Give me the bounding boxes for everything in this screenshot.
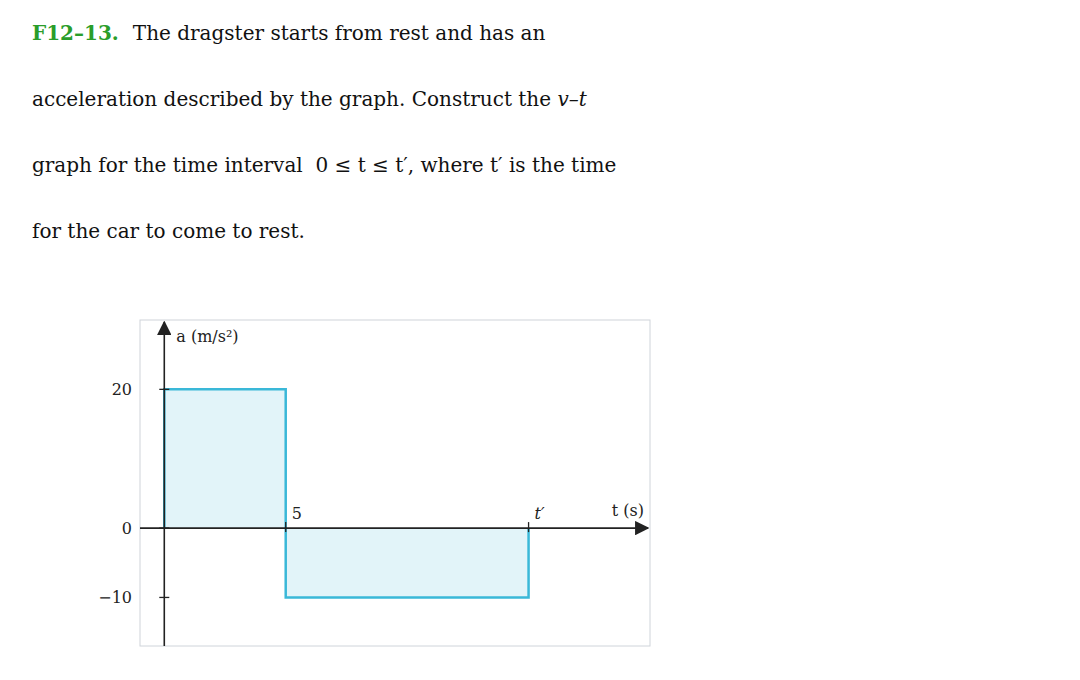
problem-text: v–t [557,87,587,111]
problem-text-line: for the car to come to rest. [32,219,305,243]
problem-text: for the car to come to rest. [32,219,305,243]
problem-text: graph for the time interval 0 ≤ t ≤ t′, … [32,153,616,177]
chart: F12–13. The dragster starts from rest and… [0,0,1080,680]
x-tick [528,522,529,532]
x-tick-label: t′ [535,504,545,523]
line [164,389,528,597]
y-tick [159,389,169,390]
y-tick [159,527,169,528]
x-axis-label: t (s) [612,501,644,520]
y-tick [159,597,169,598]
x-axis [140,527,648,529]
x-tick [285,522,286,532]
problem-text-line: F12–13. The dragster starts from rest and… [32,21,546,45]
problem-text: The dragster starts from rest and has an [133,21,546,45]
y-tick-label: 20 [112,380,132,399]
problem-text-line: acceleration described by the graph. Con… [32,87,588,111]
x-tick-label: 5 [292,504,302,523]
plot-frame [140,320,650,646]
y-tick-label: 0 [122,519,132,538]
area [164,389,528,597]
problem-text-line: graph for the time interval 0 ≤ t ≤ t′, … [32,153,616,177]
y-tick-label: −10 [98,588,132,607]
y-axis-label: a (m/s²) [176,327,238,346]
title: F12–13. [32,21,119,45]
problem-text: acceleration described by the graph. Con… [32,87,557,111]
data-layer [164,389,528,597]
